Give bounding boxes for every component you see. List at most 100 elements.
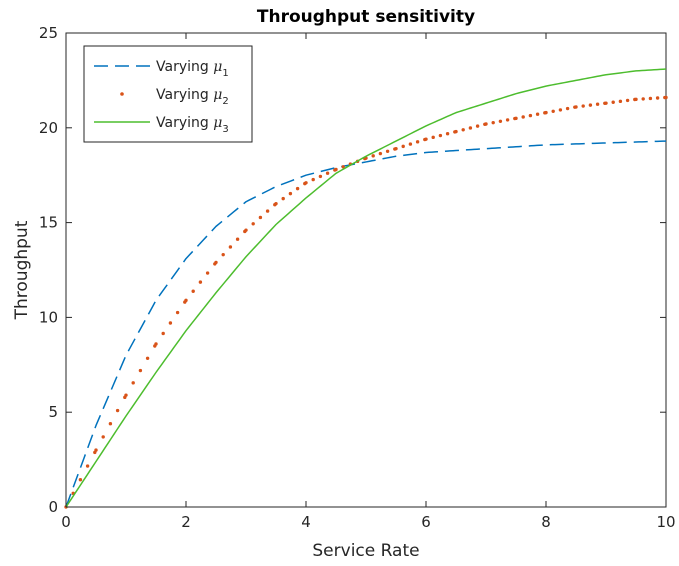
legend-label: Varying μ3 [156,115,229,135]
series-point [334,167,338,172]
series-point [514,116,518,121]
series-point [341,165,345,169]
y-tick-label: 10 [39,308,58,326]
series-point [288,191,293,196]
series-point [618,99,623,104]
series-point [221,252,225,257]
series-point [475,124,480,128]
series-point [611,100,615,104]
series-point [198,280,203,284]
y-tick-label: 20 [39,119,58,137]
series-point [304,181,308,185]
series-point [431,135,435,140]
series-point [574,105,578,109]
series-point [274,201,278,206]
series-point [394,146,398,151]
legend-box [83,45,253,143]
series-point [94,448,98,452]
legend: Varying μ1 Varying μ2 Varying μ3 [83,45,253,143]
legend-marker [120,92,124,96]
legend-label: Varying μ1 [156,59,229,79]
series-point [551,109,555,113]
series-point [505,118,510,122]
series-point [175,310,180,315]
series-point [558,108,563,112]
series-point [265,209,270,213]
series-point [154,342,158,346]
x-tick-label: 10 [656,513,675,531]
series-point [408,142,413,146]
series-point [655,96,660,100]
series-point [385,149,390,154]
series-point [124,393,128,397]
series-point [484,122,488,126]
series-point [168,321,173,325]
chart-title: Throughput sensitivity [257,7,475,27]
series-point [535,112,540,116]
series-point [595,102,600,106]
ticks-layer: 0 2 4 6 8 10 0 5 10 15 20 25 [39,24,676,531]
series-point [78,478,83,482]
series-point [251,222,255,226]
series-point [295,186,300,191]
legend-label: Varying μ2 [156,87,229,107]
series-point [131,381,135,385]
x-tick-label: 2 [181,513,191,531]
x-axis-label: Service Rate [312,541,419,561]
series-point [205,271,210,275]
x-tick-label: 6 [421,513,431,531]
series-point [371,154,375,158]
x-tick-label: 4 [301,513,311,531]
series-point [184,298,188,303]
series-point [108,422,113,426]
series-point [161,331,165,336]
series-point [454,129,458,134]
series-point [461,128,465,132]
series-point [235,237,240,241]
series-point [648,96,653,101]
series-point [281,196,285,201]
series-point [191,289,195,293]
series-point [604,101,608,105]
series-point [325,171,330,175]
series-point [311,177,315,182]
series-point [544,110,548,115]
series-point [85,464,90,468]
series-point [468,126,473,130]
series-point [424,137,428,141]
series-point [415,140,420,144]
series-point [258,215,263,220]
series-point [521,115,525,119]
series-point [498,119,503,123]
y-tick-label: 5 [48,403,58,421]
series-point [138,368,143,373]
series-point [145,356,150,360]
series-point [101,435,105,439]
series-point [528,113,533,118]
y-tick-label: 15 [39,214,58,232]
series-point [625,98,630,103]
series-point [445,132,450,136]
series-point [378,151,383,156]
series-2-markers [64,95,668,509]
series-1-line [65,140,667,508]
series-point [214,260,218,265]
y-axis-label: Throughput [12,220,32,320]
x-tick-label: 8 [541,513,551,531]
series-point [401,144,405,149]
y-tick-label: 0 [48,498,58,516]
series-point [438,133,443,138]
series-point [664,95,668,100]
series-point [641,97,645,101]
series-point [581,104,585,108]
series-point [565,106,570,111]
series-point [318,174,323,179]
x-tick-label: 0 [61,513,71,531]
series-point [228,245,233,249]
series-layer [64,68,668,509]
series-point [634,97,638,102]
y-tick-label: 25 [39,24,58,42]
series-point [244,228,248,232]
series-point [491,120,495,125]
